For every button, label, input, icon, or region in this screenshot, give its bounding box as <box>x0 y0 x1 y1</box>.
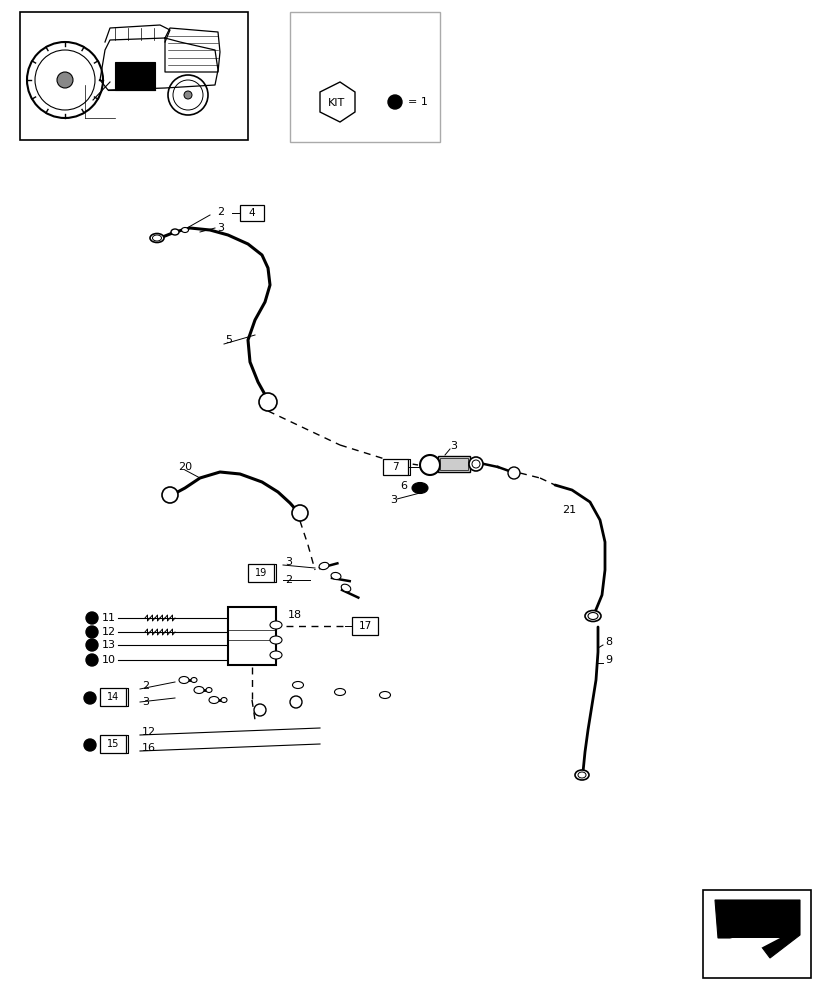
Text: 2: 2 <box>141 681 149 691</box>
Polygon shape <box>729 938 779 950</box>
Circle shape <box>173 80 203 110</box>
Bar <box>20 12 248 140</box>
Text: 11: 11 <box>102 613 116 623</box>
Circle shape <box>86 626 98 638</box>
Bar <box>383 459 408 475</box>
Bar <box>100 735 126 753</box>
Text: 14: 14 <box>107 692 119 702</box>
Text: KIT: KIT <box>328 98 345 108</box>
Circle shape <box>84 739 96 751</box>
Text: 8: 8 <box>605 637 611 647</box>
Ellipse shape <box>270 621 282 629</box>
Ellipse shape <box>208 696 218 704</box>
Ellipse shape <box>191 678 197 682</box>
Text: 3: 3 <box>449 441 457 451</box>
Bar <box>289 12 439 142</box>
Ellipse shape <box>585 610 600 621</box>
Text: 12: 12 <box>141 727 156 737</box>
Ellipse shape <box>270 636 282 644</box>
Text: 9: 9 <box>605 655 611 665</box>
Ellipse shape <box>331 572 341 580</box>
Circle shape <box>468 457 482 471</box>
Ellipse shape <box>152 235 161 241</box>
Text: 5: 5 <box>225 335 232 345</box>
Text: 2: 2 <box>284 575 292 585</box>
Circle shape <box>388 95 402 109</box>
Text: 15: 15 <box>107 739 119 749</box>
Bar <box>100 688 126 706</box>
Circle shape <box>57 72 73 88</box>
Polygon shape <box>319 82 355 122</box>
Circle shape <box>35 50 95 110</box>
Text: 10: 10 <box>102 655 116 665</box>
Polygon shape <box>100 38 218 90</box>
Circle shape <box>168 75 208 115</box>
Ellipse shape <box>270 651 282 659</box>
Text: 13: 13 <box>102 640 116 650</box>
Text: 12: 12 <box>102 627 116 637</box>
Ellipse shape <box>194 686 203 694</box>
Ellipse shape <box>292 682 304 688</box>
Circle shape <box>86 612 98 624</box>
Circle shape <box>254 704 265 716</box>
Ellipse shape <box>334 688 345 696</box>
Text: 19: 19 <box>255 568 267 578</box>
Text: 3: 3 <box>141 697 149 707</box>
Bar <box>240 205 264 221</box>
Bar <box>248 564 274 582</box>
Circle shape <box>508 467 519 479</box>
Text: 6: 6 <box>399 481 407 491</box>
Bar <box>702 890 810 978</box>
Circle shape <box>162 487 178 503</box>
Ellipse shape <box>181 228 189 232</box>
Text: 3: 3 <box>284 557 292 567</box>
Circle shape <box>289 696 302 708</box>
Circle shape <box>471 460 480 468</box>
Text: 2: 2 <box>217 207 224 217</box>
Text: 3: 3 <box>390 495 396 505</box>
Circle shape <box>86 654 98 666</box>
Ellipse shape <box>379 692 390 698</box>
Text: = 1: = 1 <box>408 97 428 107</box>
Ellipse shape <box>179 676 189 684</box>
Ellipse shape <box>587 612 597 619</box>
Ellipse shape <box>171 229 179 235</box>
Ellipse shape <box>318 562 328 570</box>
Ellipse shape <box>577 772 586 778</box>
Text: 20: 20 <box>178 462 192 472</box>
Circle shape <box>259 393 277 411</box>
Text: 4: 4 <box>248 208 255 218</box>
Circle shape <box>27 42 103 118</box>
Bar <box>351 617 378 635</box>
Text: 16: 16 <box>141 743 155 753</box>
Text: 17: 17 <box>358 621 371 631</box>
Text: 7: 7 <box>392 462 399 472</box>
Ellipse shape <box>412 483 428 493</box>
Bar <box>227 607 275 665</box>
Polygon shape <box>715 900 799 958</box>
Bar <box>439 458 467 470</box>
Circle shape <box>184 91 192 99</box>
Circle shape <box>292 505 308 521</box>
Bar <box>437 456 470 472</box>
Text: 18: 18 <box>288 610 302 620</box>
Ellipse shape <box>221 698 227 702</box>
Circle shape <box>84 692 96 704</box>
Text: 21: 21 <box>562 505 576 515</box>
Ellipse shape <box>150 233 164 242</box>
Ellipse shape <box>574 770 588 780</box>
Text: 3: 3 <box>217 223 224 233</box>
Circle shape <box>419 455 439 475</box>
Ellipse shape <box>206 688 212 692</box>
Circle shape <box>86 639 98 651</box>
Bar <box>115 62 155 90</box>
Ellipse shape <box>341 584 351 592</box>
